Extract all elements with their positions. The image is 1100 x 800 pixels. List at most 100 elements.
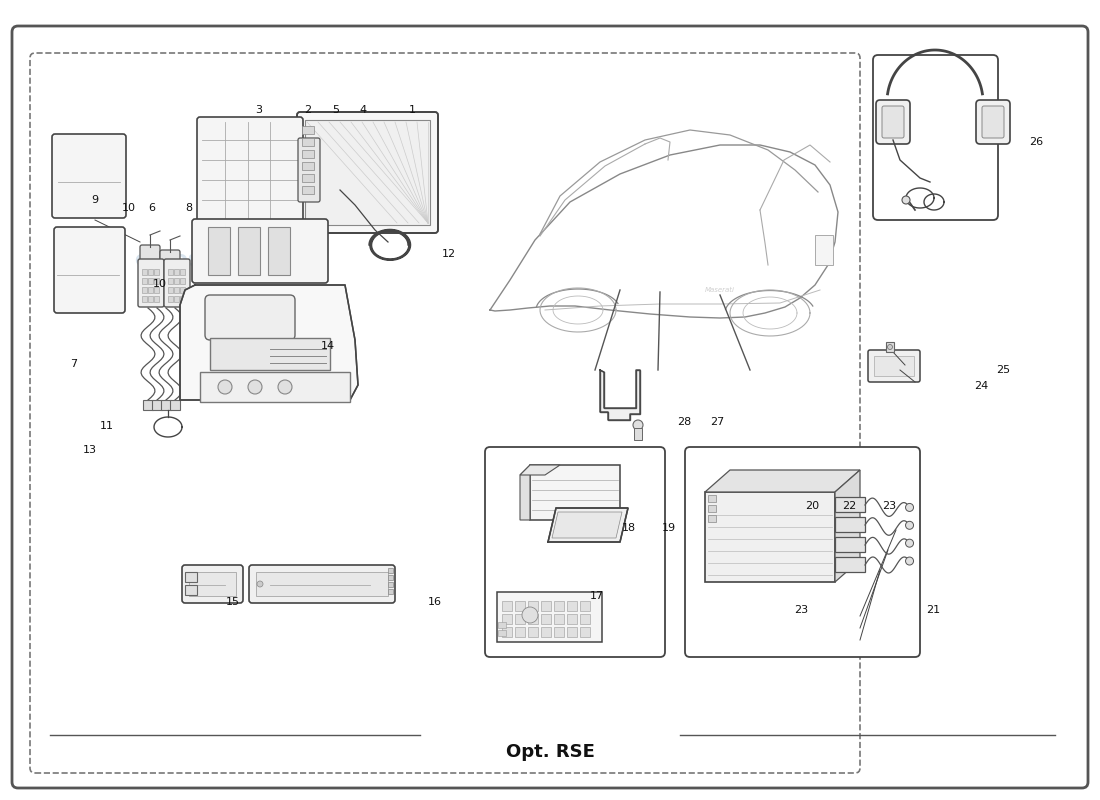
Bar xyxy=(174,287,179,293)
Bar xyxy=(161,400,170,410)
Bar xyxy=(180,278,185,284)
Bar xyxy=(515,627,525,637)
Bar xyxy=(498,630,506,636)
Bar xyxy=(208,227,230,275)
Text: 23: 23 xyxy=(882,501,895,510)
Text: 6: 6 xyxy=(148,203,155,213)
Bar xyxy=(148,287,153,293)
FancyBboxPatch shape xyxy=(297,112,438,233)
Circle shape xyxy=(902,196,910,204)
Bar xyxy=(566,614,578,624)
Bar xyxy=(388,582,393,587)
Text: 16: 16 xyxy=(428,597,441,606)
FancyBboxPatch shape xyxy=(976,100,1010,144)
Bar xyxy=(554,627,564,637)
Text: 5: 5 xyxy=(332,106,339,115)
Bar xyxy=(528,601,538,611)
Text: 7: 7 xyxy=(70,359,77,369)
Bar xyxy=(515,614,525,624)
Bar xyxy=(168,296,173,302)
Bar xyxy=(541,601,551,611)
Text: 20: 20 xyxy=(805,501,818,510)
Bar xyxy=(554,614,564,624)
Bar xyxy=(148,278,153,284)
Text: 4: 4 xyxy=(360,106,366,115)
Text: 14: 14 xyxy=(321,341,334,350)
Bar xyxy=(835,557,865,572)
Text: 8: 8 xyxy=(186,203,192,213)
Bar xyxy=(302,162,313,170)
Bar xyxy=(580,601,590,611)
FancyBboxPatch shape xyxy=(982,106,1004,138)
Bar xyxy=(566,627,578,637)
Bar xyxy=(502,614,512,624)
Circle shape xyxy=(632,420,644,430)
Bar xyxy=(180,269,185,275)
Bar xyxy=(497,592,602,642)
Text: 17: 17 xyxy=(591,591,604,601)
Bar xyxy=(530,465,620,520)
Bar xyxy=(168,269,173,275)
Bar xyxy=(835,537,865,552)
Bar xyxy=(302,186,313,194)
Text: 15: 15 xyxy=(227,597,240,606)
FancyBboxPatch shape xyxy=(12,26,1088,788)
Text: eurospares: eurospares xyxy=(134,250,266,270)
Bar xyxy=(148,296,153,302)
FancyBboxPatch shape xyxy=(205,295,295,340)
Bar xyxy=(580,614,590,624)
Circle shape xyxy=(905,503,913,511)
Bar xyxy=(238,227,260,275)
Bar xyxy=(634,428,642,440)
FancyBboxPatch shape xyxy=(182,565,243,603)
Text: 11: 11 xyxy=(100,421,113,430)
Polygon shape xyxy=(180,285,358,400)
Text: 10: 10 xyxy=(153,279,166,289)
Bar xyxy=(388,589,393,594)
Polygon shape xyxy=(548,508,628,542)
Circle shape xyxy=(522,607,538,623)
Bar xyxy=(554,601,564,611)
Text: 27: 27 xyxy=(711,418,724,427)
Text: Opt. RSE: Opt. RSE xyxy=(506,743,594,761)
FancyBboxPatch shape xyxy=(485,447,666,657)
Circle shape xyxy=(218,380,232,394)
Text: 21: 21 xyxy=(926,605,939,614)
Bar xyxy=(256,572,388,596)
FancyBboxPatch shape xyxy=(164,259,190,307)
Text: 3: 3 xyxy=(255,106,262,115)
Bar xyxy=(174,278,179,284)
Bar xyxy=(142,278,147,284)
Bar xyxy=(528,614,538,624)
FancyBboxPatch shape xyxy=(140,245,159,265)
Bar xyxy=(170,400,180,410)
Circle shape xyxy=(257,581,263,587)
Text: 12: 12 xyxy=(442,250,455,259)
Bar xyxy=(142,296,147,302)
Bar xyxy=(174,269,179,275)
Bar xyxy=(268,227,290,275)
Bar xyxy=(874,356,914,376)
Text: 18: 18 xyxy=(623,523,636,533)
Bar xyxy=(185,572,197,582)
FancyBboxPatch shape xyxy=(249,565,395,603)
Bar xyxy=(302,150,313,158)
FancyBboxPatch shape xyxy=(160,250,180,270)
Bar xyxy=(708,495,716,502)
Text: 19: 19 xyxy=(662,523,675,533)
Text: Maserati: Maserati xyxy=(705,287,735,293)
Bar xyxy=(180,287,185,293)
Bar xyxy=(302,138,313,146)
Polygon shape xyxy=(705,470,860,492)
FancyBboxPatch shape xyxy=(868,350,920,382)
Bar xyxy=(200,372,350,402)
Circle shape xyxy=(905,539,913,547)
Bar xyxy=(180,296,185,302)
Text: 23: 23 xyxy=(794,605,807,614)
Bar xyxy=(388,568,393,573)
FancyBboxPatch shape xyxy=(52,134,127,218)
Bar xyxy=(541,627,551,637)
Circle shape xyxy=(905,557,913,565)
FancyBboxPatch shape xyxy=(192,219,328,283)
Bar xyxy=(388,575,393,580)
